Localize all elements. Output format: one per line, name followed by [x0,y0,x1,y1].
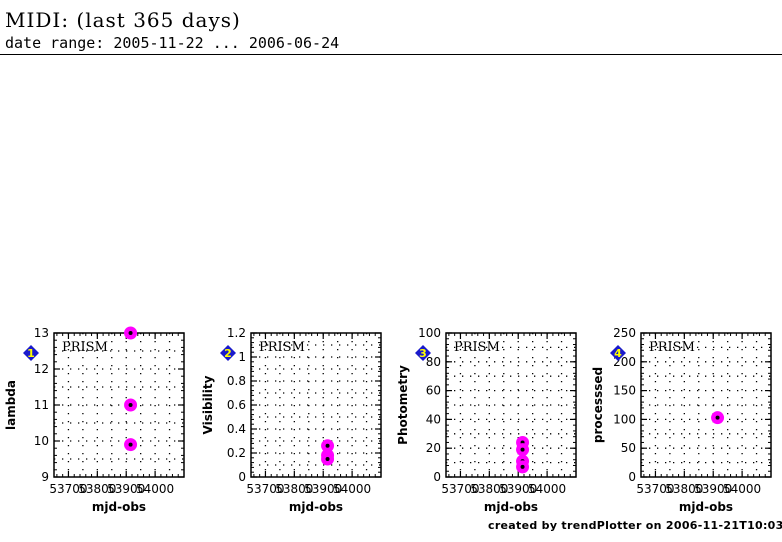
x-tick-label: 54000 [136,482,174,496]
x-tick-label: 54000 [333,482,371,496]
y-tick-label: 0.6 [227,398,246,412]
data-point-center [128,442,133,447]
y-tick-label: 100 [418,326,441,340]
y-tick-label: 40 [426,412,441,426]
y-tick-label: 60 [426,384,441,398]
data-point-center [128,331,133,335]
panel-number: 3 [419,347,427,360]
y-tick-label: 150 [613,384,636,398]
panel-annotation: PRISM [62,340,108,355]
y-tick-label: 50 [621,441,636,455]
data-point-center [715,415,720,420]
x-axis-label: mjd-obs [289,500,343,514]
date-range: date range: 2005-11-22 ... 2006-06-24 [5,34,340,52]
footer-credit: created by trendPlotter on 2006-11-21T10… [488,519,782,532]
x-tick-label: 53800 [78,482,116,496]
x-tick-label: 53800 [665,482,703,496]
x-tick-label: 53900 [107,482,145,496]
y-tick-label: 13 [34,326,49,340]
panel-number: 1 [27,347,35,360]
y-axis-label: Visibility [201,375,215,434]
plot-frame [640,332,772,478]
panel-annotation: PRISM [454,340,500,355]
y-tick-label: 0.8 [227,374,246,388]
panel-number-badge [610,345,626,361]
y-tick-label: 80 [426,355,441,369]
y-tick-label: 0.4 [227,422,246,436]
y-axis-label: Photometry [396,365,410,445]
y-tick-label: 1.2 [227,326,246,340]
y-tick-label: 250 [613,326,636,340]
y-tick-label: 20 [426,441,441,455]
y-axis-label: lambda [4,380,18,430]
x-tick-label: 53900 [499,482,537,496]
plot-frame [445,332,577,478]
y-tick-label: 10 [34,434,49,448]
y-tick-label: 0 [238,470,246,484]
x-tick-label: 53800 [470,482,508,496]
y-tick-label: 0 [628,470,636,484]
page-title: MIDI: (last 365 days) [5,8,241,32]
x-tick-label: 53700 [246,482,284,496]
data-point-center [128,403,133,407]
x-tick-label: 54000 [528,482,566,496]
y-axis-label: processsed [591,367,605,443]
x-tick-label: 54000 [723,482,761,496]
data-point-center [325,457,330,461]
y-tick-label: 0.2 [227,446,246,460]
y-tick-label: 11 [34,398,49,412]
panel-number: 2 [224,347,232,360]
x-axis-label: mjd-obs [679,500,733,514]
data-point-center [520,447,525,452]
x-tick-label: 53900 [694,482,732,496]
x-tick-label: 53900 [304,482,342,496]
panel-number-badge [415,345,431,361]
panel-number-badge [220,345,236,361]
panel-number: 4 [614,347,622,360]
x-tick-label: 53800 [275,482,313,496]
x-axis-label: mjd-obs [92,500,146,514]
x-tick-label: 53700 [49,482,87,496]
header-divider [0,54,782,55]
panel-number-badge [23,345,39,361]
panel-4: 05010015020025053700538005390054000mjd-o… [591,326,772,514]
panel-annotation: PRISM [649,340,695,355]
y-tick-label: 100 [613,412,636,426]
y-tick-label: 9 [41,470,49,484]
data-point-center [325,443,330,448]
y-tick-label: 12 [34,362,49,376]
x-tick-label: 53700 [441,482,479,496]
data-point-center [520,464,525,469]
y-tick-label: 0 [433,470,441,484]
y-tick-label: 1 [238,350,246,364]
x-tick-label: 53700 [636,482,674,496]
panel-annotation: PRISM [259,340,305,355]
x-axis-label: mjd-obs [484,500,538,514]
